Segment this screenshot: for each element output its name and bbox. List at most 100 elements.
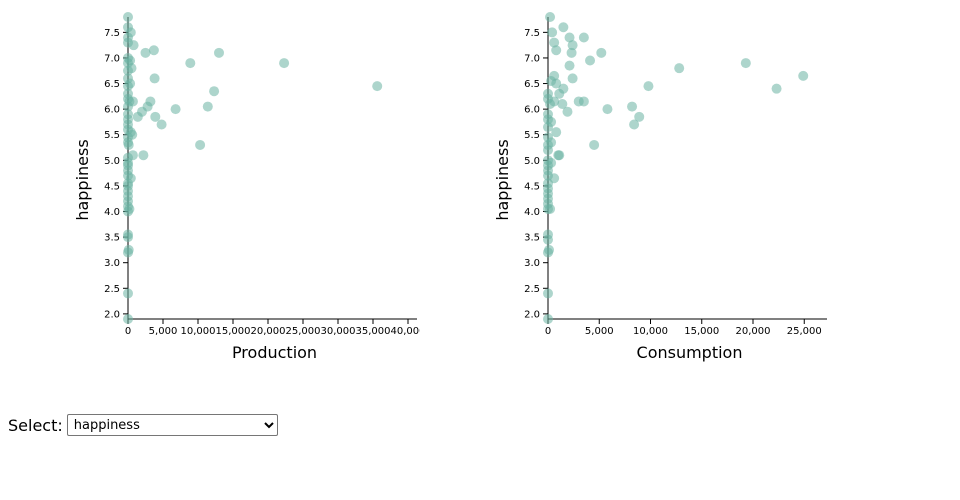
charts-container: 0 5,000 10,000 15,000 20,000 25,000 30,000 35,0… [73, 12, 827, 362]
data-point [148, 45, 159, 56]
data-point [545, 203, 556, 214]
metric-dropdown[interactable]: happiness [66, 414, 278, 436]
y-axis-title: happiness [493, 139, 512, 220]
data-point [546, 75, 557, 86]
y-tick-label: 4.0 [104, 207, 120, 218]
y-tick-label: 2.5 [104, 284, 120, 295]
data-point [543, 247, 553, 258]
data-point [546, 157, 557, 168]
data-point [138, 150, 149, 161]
y-tick-label: 2.0 [104, 309, 120, 320]
x-tick-label: 35,000 [356, 326, 391, 337]
y-tick-label: 3.5 [104, 233, 120, 244]
data-point [674, 63, 685, 74]
data-point [132, 111, 143, 122]
data-point [643, 81, 654, 92]
y-tick-label: 5.5 [524, 130, 540, 141]
x-tick-label: 0 [125, 326, 131, 337]
y-tick-label: 5.0 [524, 156, 540, 167]
x-tick-label: 25,000 [286, 326, 321, 337]
data-point [596, 47, 607, 58]
production-scatter-chart: 0 5,000 10,000 15,000 20,000 25,000 30,000 35,0… [73, 12, 421, 362]
x-tick-label: 30,000 [321, 326, 356, 337]
data-point [123, 12, 133, 22]
data-point [551, 127, 562, 138]
data-point [566, 47, 577, 58]
y-tick-label: 3.5 [524, 233, 540, 244]
data-point [798, 70, 809, 81]
y-tick-label: 4.0 [524, 207, 540, 218]
data-point [554, 88, 565, 99]
data-point [123, 232, 133, 243]
data-point [567, 40, 578, 51]
y-tick-label: 7.5 [104, 28, 120, 39]
data-point [140, 47, 151, 58]
y-tick-label: 5.5 [104, 130, 120, 141]
x-tick-label: 20,000 [736, 326, 771, 337]
y-tick-label: 6.0 [104, 105, 120, 116]
data-point [578, 32, 589, 43]
x-axis-title: Production [232, 343, 317, 362]
y-tick-label: 4.5 [104, 181, 120, 192]
data-point [585, 55, 596, 66]
data-point [195, 139, 206, 150]
data-point [740, 58, 751, 69]
x-tick-label: 15,000 [684, 326, 719, 337]
data-point [564, 32, 575, 43]
data-point [547, 27, 558, 38]
data-point [771, 83, 782, 94]
data-point [629, 119, 640, 130]
x-tick-label: 40,000 [391, 326, 421, 337]
y-tick-label: 7.5 [524, 28, 540, 39]
x-tick-label: 0 [545, 326, 551, 337]
data-point [551, 45, 562, 56]
data-point [123, 288, 133, 299]
data-point [543, 288, 553, 299]
data-point [125, 27, 136, 38]
x-tick-label: 5,000 [149, 326, 178, 337]
data-point [549, 37, 560, 48]
select-control: Select: happiness [8, 414, 278, 436]
x-axis-title: Consumption [637, 343, 743, 362]
y-tick-label: 6.5 [104, 79, 120, 90]
data-point [123, 81, 133, 92]
data-point [634, 111, 645, 122]
data-point [156, 119, 167, 130]
data-point [372, 81, 383, 92]
data-point [627, 101, 638, 112]
data-point [558, 22, 569, 33]
data-point [549, 96, 560, 107]
data-point [214, 47, 224, 58]
consumption-scatter-chart: 0 5,000 10,000 15,000 20,000 25,000 2.0 2.5 3.0 3… [493, 12, 827, 362]
data-point [123, 314, 133, 324]
data-point [554, 150, 565, 161]
x-tick-label: 5,000 [585, 326, 614, 337]
data-point [589, 139, 600, 150]
x-tick-label: 10,000 [181, 326, 216, 337]
data-point [602, 104, 613, 115]
data-point [123, 139, 134, 150]
y-tick-label: 3.0 [524, 258, 540, 269]
data-point [150, 111, 161, 122]
data-point [543, 122, 553, 133]
data-point [126, 63, 137, 74]
y-tick-label: 7.0 [524, 53, 540, 64]
data-point [209, 86, 220, 97]
data-point [125, 55, 136, 66]
select-label: Select: [8, 415, 63, 435]
y-tick-label: 4.5 [524, 181, 540, 192]
data-point [543, 234, 553, 245]
data-point [123, 247, 133, 258]
y-tick-label: 7.0 [104, 53, 120, 64]
data-point [543, 314, 553, 324]
data-point [170, 104, 181, 115]
data-point [279, 58, 290, 69]
y-tick-label: 3.0 [104, 258, 120, 269]
data-point [578, 96, 589, 107]
y-tick-label: 2.0 [524, 309, 540, 320]
data-point [567, 73, 578, 84]
data-point [185, 58, 196, 69]
y-tick-label: 6.5 [524, 79, 540, 90]
data-point [202, 101, 213, 112]
data-point [557, 99, 568, 110]
